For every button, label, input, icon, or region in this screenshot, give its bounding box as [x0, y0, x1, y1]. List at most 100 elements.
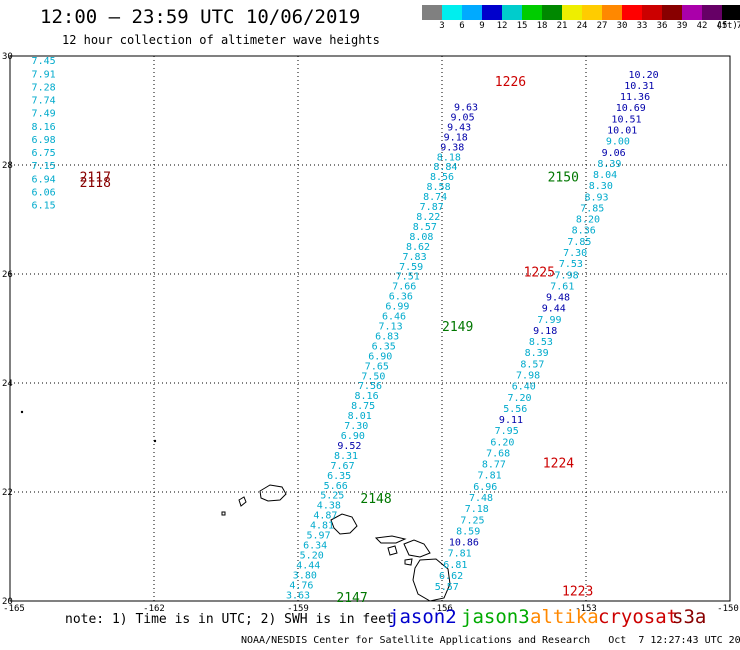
scale-label: 24	[576, 21, 588, 31]
wave-height-value: 6.06	[32, 187, 56, 198]
lon-tick-label: -165	[3, 604, 25, 614]
wave-height-value: 6.62	[439, 571, 463, 582]
wave-height-value: 9.63	[454, 103, 478, 114]
scale-label: 45	[716, 21, 728, 31]
wave-height-value: 4.38	[317, 501, 341, 512]
wave-height-value: 8.75	[351, 401, 375, 412]
lat-tick-label: 20	[2, 597, 13, 607]
wave-height-value: 9.18	[444, 132, 468, 143]
axis-labels: -165 -162 -159 -156 -153 -150 20 22 24 26 28 30	[2, 52, 739, 614]
map-frame	[9, 55, 731, 602]
wave-height-value: 6.40	[512, 382, 536, 393]
wave-height-value: 6.15	[32, 201, 56, 212]
pass-number-label: 1225	[524, 266, 555, 281]
wave-height-value: 10.20	[629, 70, 659, 81]
wave-height-value: 7.81	[448, 549, 472, 560]
wave-height-value: 7.98	[516, 370, 540, 381]
legend-altika: altika	[530, 606, 599, 628]
pass-number-label: 1224	[543, 456, 574, 471]
wave-height-value: 7.50	[361, 371, 385, 382]
wave-height-value: 8.08	[409, 232, 433, 243]
wave-height-value: 7.45	[32, 56, 56, 67]
wave-height-value: 4.81	[310, 521, 334, 532]
scale-label: 70	[736, 21, 740, 31]
small-island-dot	[20, 410, 24, 414]
island-niihau	[238, 496, 247, 507]
wave-height-value: 8.01	[348, 411, 372, 422]
wave-height-value: 6.94	[32, 174, 56, 185]
scale-swatch	[702, 5, 722, 20]
scale-label: 33	[636, 21, 648, 31]
scale-swatch	[502, 5, 522, 20]
island-oahu	[330, 513, 358, 535]
wave-height-tracks: 7.45 7.91 7.28 7.74 7.49 8.16 6.98 6.75 7.15 6.94…	[32, 56, 659, 601]
map-subtitle: 12 hour collection of altimeter wave hei…	[62, 33, 380, 47]
wave-height-value: 9.38	[440, 142, 464, 153]
small-island-dot	[153, 439, 157, 443]
wave-height-value: 7.59	[399, 262, 423, 273]
wave-height-value: 9.48	[546, 293, 570, 304]
wave-height-value: 9.00	[606, 137, 630, 148]
wave-height-value: 8.58	[427, 182, 451, 193]
wave-height-value: 10.86	[449, 538, 479, 549]
wave-height-value: 7.28	[32, 82, 56, 93]
legend-cryosat: cryosat	[598, 606, 679, 628]
wave-height-color-scale	[422, 5, 740, 20]
scale-label: 36	[656, 21, 668, 31]
scale-swatch	[422, 5, 442, 20]
scale-label: 30	[616, 21, 628, 31]
wave-height-value: 10.69	[616, 103, 646, 114]
wave-height-value: 6.46	[382, 312, 406, 323]
scale-swatch	[582, 5, 602, 20]
pass-number-label: 2150	[548, 170, 579, 185]
wave-height-value: 11.36	[620, 92, 650, 103]
wave-height-value: 6.99	[385, 302, 409, 313]
island-kahoolawe	[404, 558, 413, 566]
legend-jason2: jason2	[388, 606, 457, 628]
wave-height-value: 8.84	[433, 162, 457, 173]
scale-swatch	[682, 5, 702, 20]
wave-height-value: 10.01	[607, 125, 637, 136]
scale-swatch	[642, 5, 662, 20]
pass-number-label: 1223	[562, 585, 593, 600]
wave-height-value: 7.87	[420, 202, 444, 213]
wave-height-value: 7.13	[379, 322, 403, 333]
wave-height-value: 8.20	[576, 215, 600, 226]
wave-height-value: 3.80	[293, 570, 317, 581]
wave-height-value: 8.31	[334, 451, 358, 462]
wave-height-value: 7.85	[567, 237, 591, 248]
wave-height-value: 8.74	[423, 192, 447, 203]
wave-height-value: 7.18	[465, 504, 489, 515]
wave-height-value: 9.52	[337, 441, 361, 452]
scale-label: 12	[496, 21, 508, 31]
lon-tick-label: -150	[717, 604, 739, 614]
wave-height-value: 9.06	[602, 148, 626, 159]
scale-swatch	[722, 5, 740, 20]
wave-height-value: 8.16	[32, 122, 56, 133]
wave-height-value: 7.25	[460, 515, 484, 526]
lon-tick-label: -159	[287, 604, 309, 614]
scale-swatch	[482, 5, 502, 20]
wave-height-value: 6.96	[473, 482, 497, 493]
wave-height-value: 7.91	[32, 69, 56, 80]
scale-swatch	[542, 5, 562, 20]
wave-height-value: 7.15	[32, 161, 56, 172]
wave-height-value: 7.85	[580, 203, 604, 214]
wave-height-value: 9.11	[499, 415, 523, 426]
island-kauai	[259, 484, 287, 502]
scale-unit: (ft)	[716, 21, 738, 31]
island-maui	[403, 539, 431, 558]
wave-height-value: 6.90	[341, 431, 365, 442]
island-lanai	[387, 545, 398, 556]
scale-swatch	[602, 5, 622, 20]
scale-swatch	[662, 5, 682, 20]
lat-tick-label: 28	[2, 161, 13, 171]
island-molokai	[374, 535, 407, 544]
wave-height-value: 7.56	[358, 381, 382, 392]
wave-height-value: 8.30	[589, 181, 613, 192]
wave-height-value: 8.56	[430, 172, 454, 183]
lon-tick-label: -156	[431, 604, 453, 614]
island-hawaii	[412, 558, 451, 602]
wave-height-value: 10.51	[611, 114, 641, 125]
